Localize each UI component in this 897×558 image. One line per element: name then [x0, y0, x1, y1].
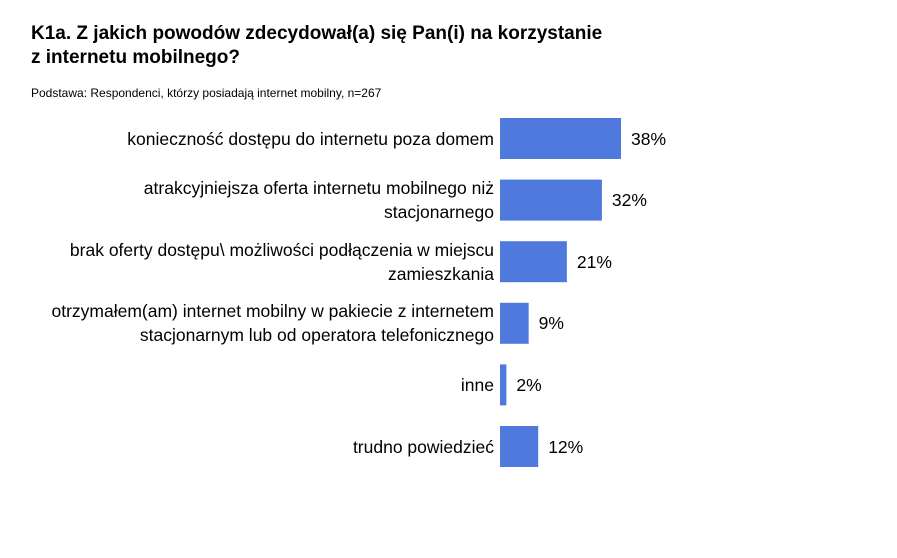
- category-label-4-line-0: inne: [460, 374, 494, 395]
- category-label-0: konieczność dostępu do internetu poza do…: [14, 118, 494, 159]
- category-label-3-line-0: otrzymałem(am) internet mobilny w pakiec…: [51, 301, 494, 322]
- chart-title: K1a. Z jakich powodów zdecydował(a) się …: [31, 22, 671, 70]
- value-label-0: 38%: [631, 128, 667, 149]
- category-label-5-line-0: trudno powiedzieć: [352, 436, 494, 457]
- category-label-4: inne: [14, 364, 494, 405]
- category-label-2-line-1: zamieszkania: [387, 263, 494, 284]
- value-label-4: 2%: [516, 374, 542, 395]
- category-label-2-line-0: brak oferty dostępu\ możliwości podłącze…: [69, 239, 494, 260]
- category-label-3: otrzymałem(am) internet mobilny w pakiec…: [14, 301, 494, 346]
- bar-0: [500, 118, 621, 159]
- bar-1: [500, 179, 602, 221]
- category-label-0-line-0: konieczność dostępu do internetu poza do…: [127, 128, 494, 149]
- value-label-5: 12%: [548, 436, 584, 457]
- bar-2: [500, 241, 567, 283]
- category-label-3-line-1: stacjonarnym lub od operatora telefonicz…: [139, 325, 494, 346]
- category-label-1-line-0: atrakcyjniejsza oferta internetu mobilne…: [143, 178, 494, 199]
- category-label-2: brak oferty dostępu\ możliwości podłącze…: [14, 239, 494, 284]
- category-label-1-line-1: stacjonarnego: [384, 202, 494, 223]
- chart-title-line-2: z internetu mobilnego?: [31, 47, 240, 68]
- value-label-3: 9%: [538, 313, 564, 334]
- bar-5: [500, 426, 539, 467]
- bar-3: [500, 302, 529, 344]
- value-label-1: 32%: [611, 190, 647, 211]
- category-label-5: trudno powiedzieć: [14, 426, 494, 467]
- chart-base-note: Podstawa: Respondenci, którzy posiadają …: [31, 86, 382, 100]
- category-label-1: atrakcyjniejsza oferta internetu mobilne…: [14, 178, 494, 223]
- chart-title-line-1: K1a. Z jakich powodów zdecydował(a) się …: [31, 23, 603, 44]
- bar-4: [500, 364, 507, 406]
- value-label-2: 21%: [576, 251, 612, 272]
